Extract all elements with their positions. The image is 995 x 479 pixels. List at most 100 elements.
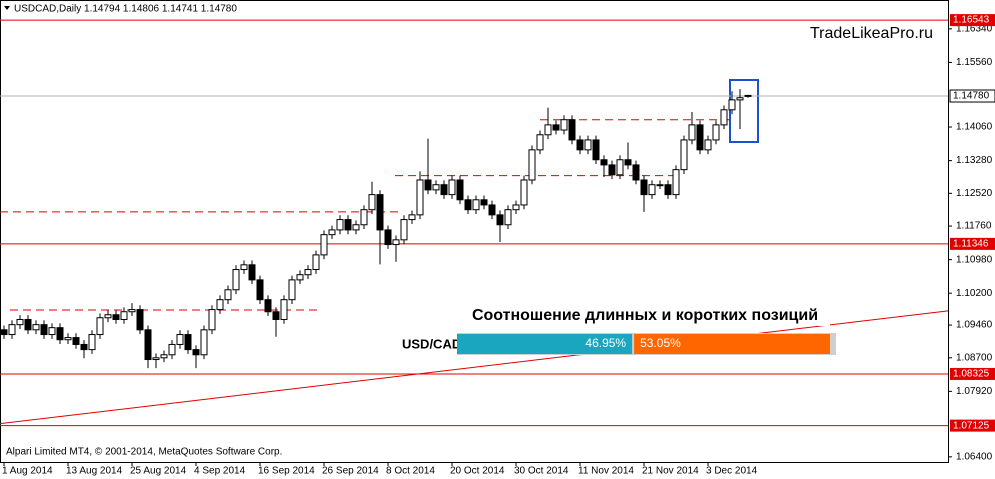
x-tick-label: 25 Aug 2014	[130, 466, 187, 477]
candle-body	[344, 219, 352, 231]
x-tick-label: 21 Nov 2014	[642, 466, 699, 477]
candle-body	[576, 139, 584, 151]
candle-body	[712, 124, 720, 141]
candle-body	[296, 274, 304, 281]
short-label: 53.05%	[640, 336, 681, 350]
y-tick-label: 1.09460	[956, 320, 993, 331]
candle-body	[240, 264, 248, 271]
candle-body	[360, 209, 368, 226]
candle-body	[208, 309, 216, 331]
candle-body	[16, 318, 24, 326]
x-tick-label: 26 Sep 2014	[322, 466, 379, 477]
candle-body	[184, 334, 192, 351]
candle-body	[736, 97, 744, 101]
candle-body	[728, 99, 736, 111]
candle-body	[608, 164, 616, 176]
x-tick-label: 8 Oct 2014	[386, 466, 435, 477]
panel-title: Соотношение длинных и коротких позиций	[472, 307, 818, 324]
y-tick-label: 1.14060	[956, 122, 993, 133]
candle-body	[680, 139, 688, 171]
candle-body	[216, 299, 224, 311]
candle-body	[520, 179, 528, 206]
candle-body	[0, 329, 8, 336]
watermark: TradeLikeaPro.ru	[810, 25, 933, 42]
candle-body	[536, 134, 544, 151]
candle-body	[232, 269, 240, 291]
candle-body	[8, 324, 16, 336]
candle-body	[120, 311, 128, 320]
level-label: 1.08325	[953, 369, 990, 380]
x-tick-label: 20 Oct 2014	[450, 466, 505, 477]
candle-body	[696, 124, 704, 151]
x-tick-label: 16 Sep 2014	[258, 466, 315, 477]
footer: Alpari Limited MT4, © 2001-2014, MetaQuo…	[6, 447, 282, 458]
candle-body	[592, 139, 600, 161]
candle-body	[496, 214, 504, 226]
candle-body	[672, 169, 680, 196]
candle-body	[648, 184, 656, 196]
candle-body	[176, 334, 184, 345]
candle-body	[128, 309, 136, 313]
candle-body	[264, 299, 272, 313]
candle-body	[552, 124, 560, 131]
candle-body	[384, 229, 392, 246]
x-tick-label: 30 Oct 2014	[514, 466, 569, 477]
candle-body	[224, 289, 232, 301]
x-tick-label: 4 Sep 2014	[194, 466, 246, 477]
level-label-bg	[950, 237, 995, 250]
candle-body	[632, 164, 640, 181]
candle-body	[328, 229, 336, 236]
candle-body	[424, 179, 432, 191]
last-price-label: 1.14780	[953, 91, 990, 102]
candle-body	[144, 329, 152, 361]
x-tick-label: 13 Aug 2014	[66, 466, 123, 477]
panel-pair: USD/CAD	[402, 336, 461, 351]
candle-body	[488, 204, 496, 216]
candle-body	[688, 124, 696, 141]
candle-body	[400, 219, 408, 241]
plot-frame	[0, 0, 949, 463]
candle-body	[640, 179, 648, 196]
y-tick-label: 1.08700	[956, 352, 993, 363]
candle-body	[368, 194, 376, 211]
candle-body	[704, 139, 712, 151]
candle-body	[168, 343, 176, 356]
candle-body	[304, 269, 312, 276]
candle-body	[744, 94, 752, 97]
trend-line	[0, 310, 949, 425]
candle-body	[200, 329, 208, 356]
candle-body	[72, 337, 80, 345]
candle-body	[432, 184, 440, 191]
candle-body	[392, 239, 400, 246]
y-tick-label: 1.15560	[956, 57, 993, 68]
level-label: 1.16543	[953, 15, 990, 26]
candle-body	[560, 119, 568, 131]
candle-body	[544, 124, 552, 136]
candle-body	[584, 139, 592, 151]
candle-body	[64, 337, 72, 341]
menu-arrow	[4, 6, 10, 10]
x-tick-label: 11 Nov 2014	[578, 466, 634, 477]
y-tick-label: 1.13280	[956, 155, 993, 166]
candle-body	[112, 314, 120, 320]
level-label-bg	[950, 367, 995, 380]
y-tick-label: 1.06400	[956, 451, 993, 462]
long-bar	[457, 334, 633, 354]
x-tick-label: 1 Aug 2014	[2, 466, 53, 477]
level-label-bg	[950, 14, 995, 27]
candle-body	[24, 318, 32, 331]
candle-body	[152, 357, 160, 361]
short-bar	[634, 334, 830, 354]
candle-body	[352, 224, 360, 231]
candle-body	[32, 324, 40, 331]
candle-body	[104, 314, 112, 319]
y-tick-label: 1.16340	[956, 23, 993, 34]
candle-body	[248, 264, 256, 281]
candle-body	[456, 179, 464, 201]
last-price-bg	[949, 89, 995, 103]
candle-body	[504, 209, 512, 226]
candle-body	[376, 194, 384, 231]
candle-body	[568, 119, 576, 141]
candle-body	[448, 179, 456, 196]
y-tick-label: 1.07920	[956, 386, 993, 397]
